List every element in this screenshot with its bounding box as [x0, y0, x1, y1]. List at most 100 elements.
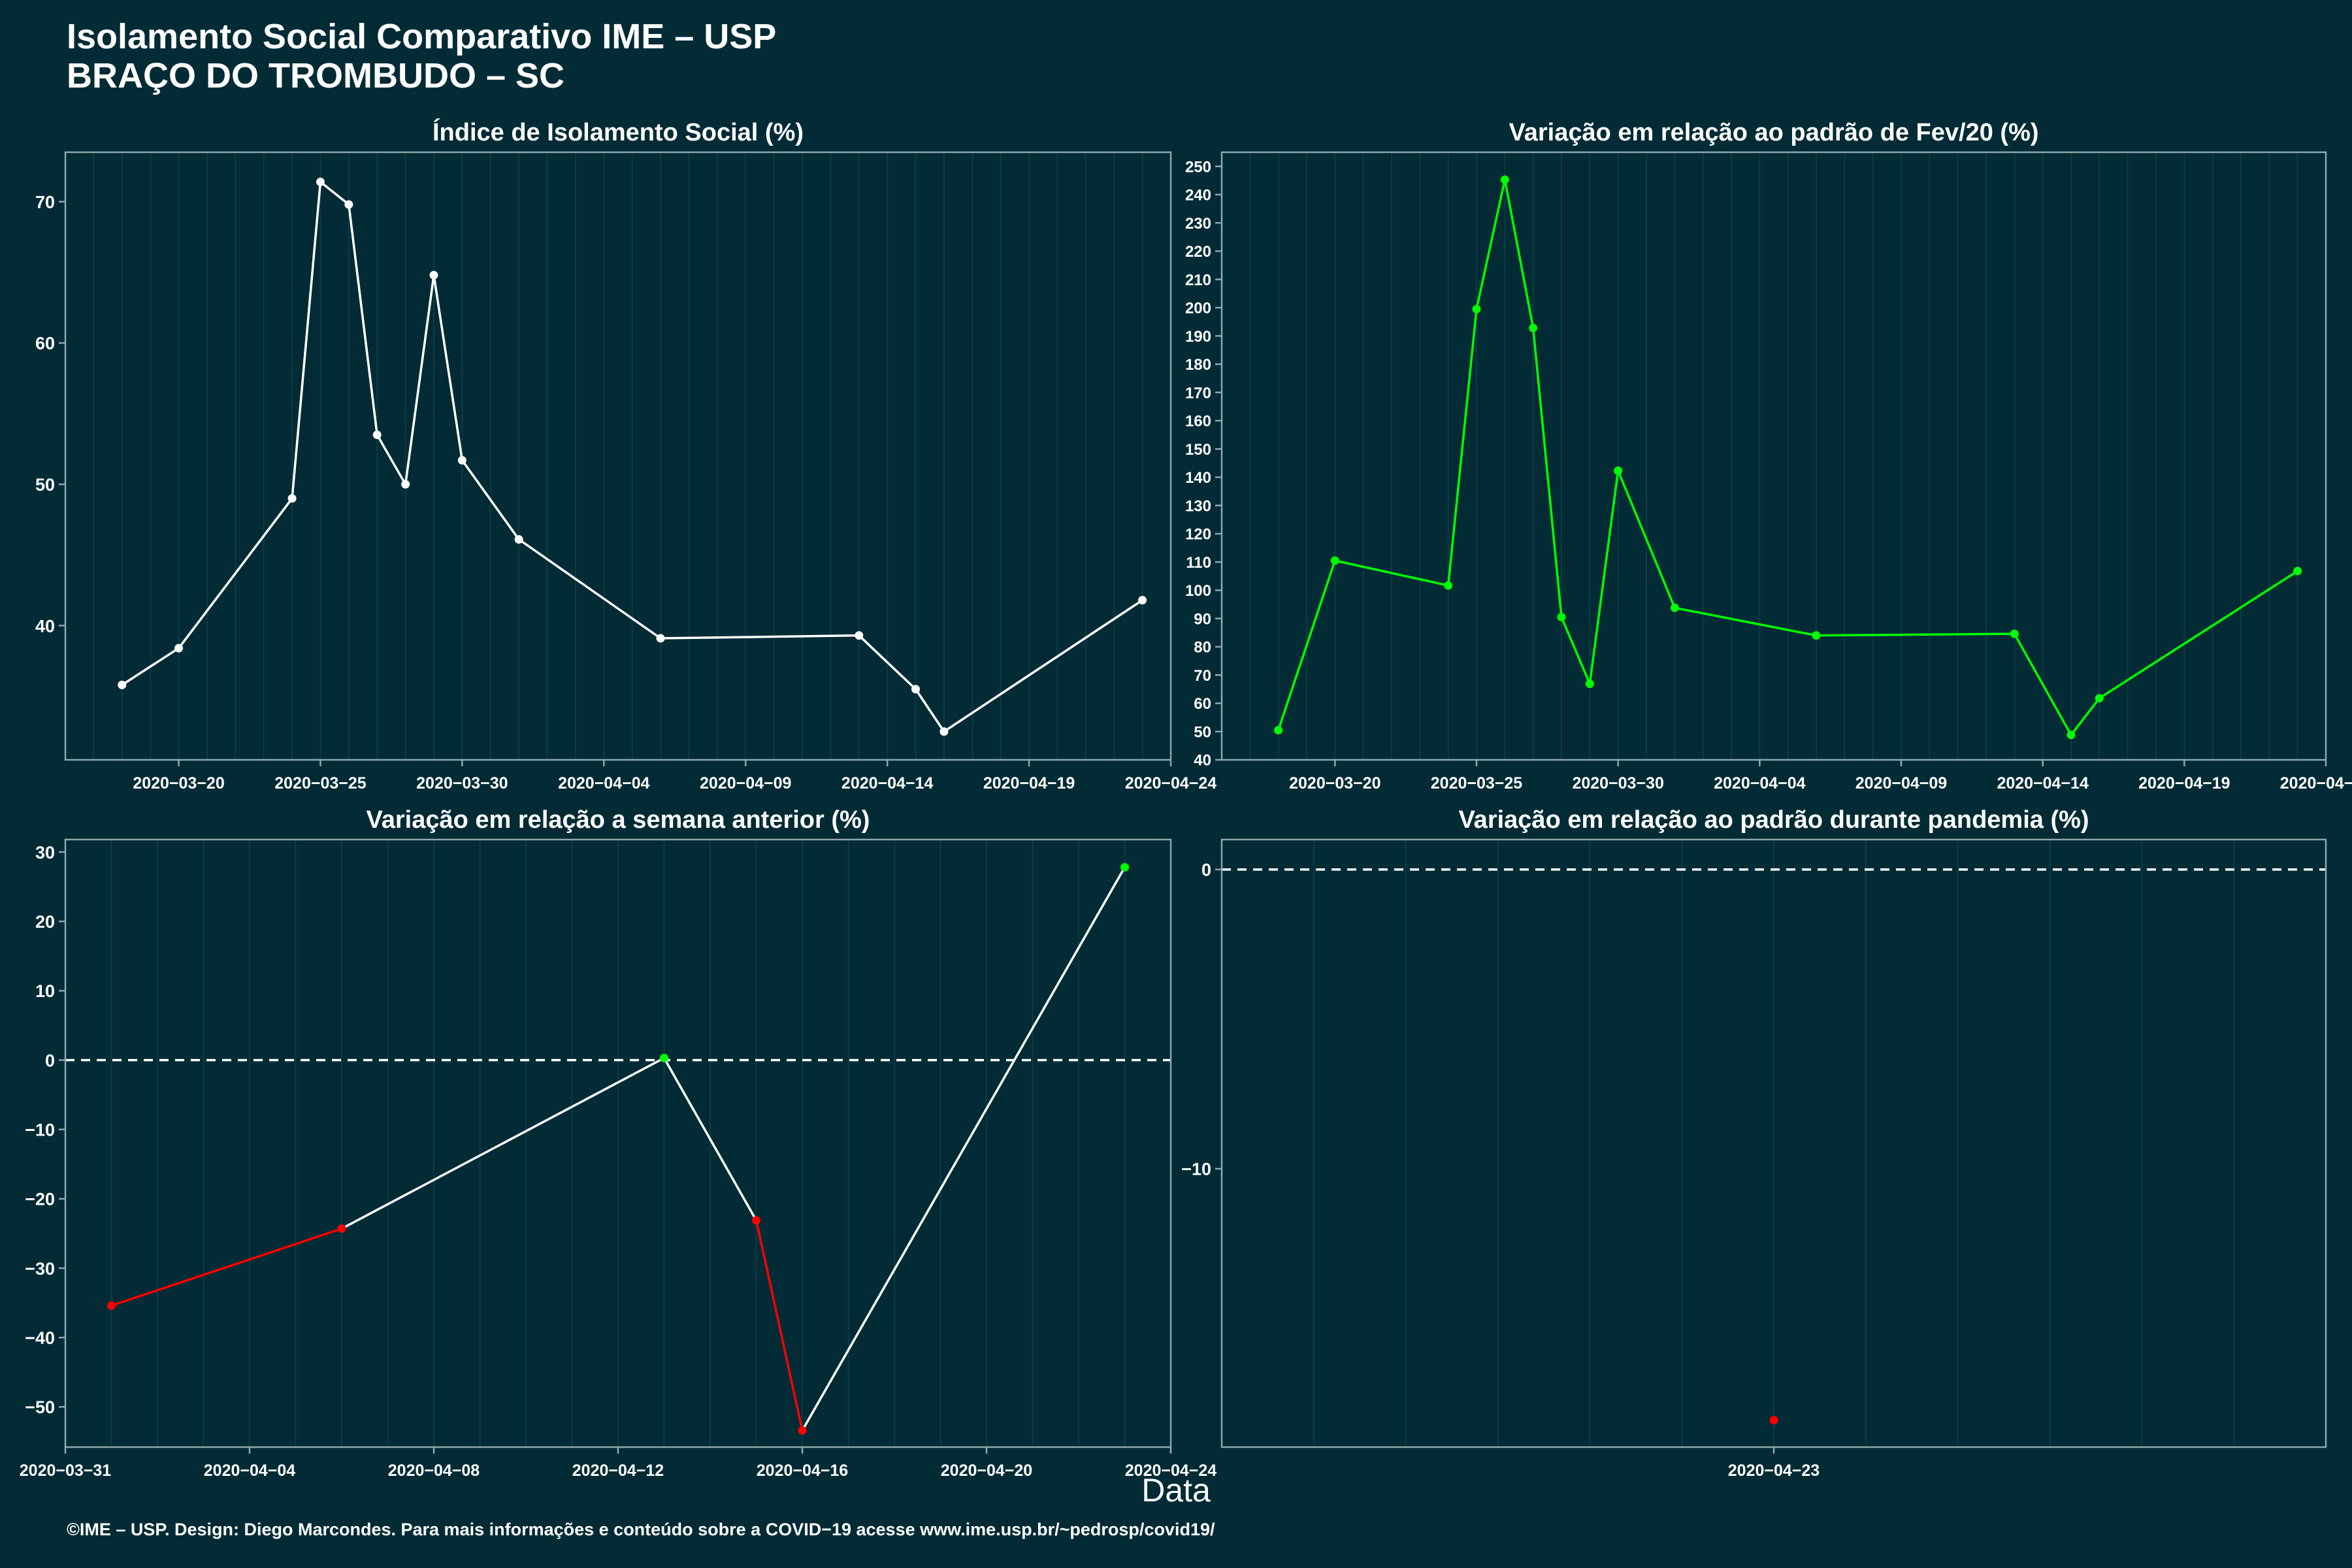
data-point — [660, 1053, 668, 1062]
y-tick-label: 160 — [1185, 413, 1211, 431]
y-tick-label: −10 — [1181, 1160, 1211, 1179]
series-segment — [461, 459, 520, 540]
series — [107, 862, 1129, 1435]
data-point — [457, 455, 466, 465]
y-tick-label: 70 — [1194, 667, 1211, 685]
y-tick-label: 110 — [1186, 554, 1211, 572]
series-segment — [1816, 632, 2015, 637]
series-segment — [2099, 570, 2298, 700]
data-point — [316, 177, 325, 186]
data-point — [107, 1301, 116, 1310]
x-tick-label: 2020−04−14 — [841, 774, 934, 792]
data-point — [855, 631, 864, 640]
series-segment — [518, 538, 662, 640]
panel-background — [65, 152, 1171, 760]
y-tick-label: 200 — [1185, 300, 1211, 318]
y-tick-label: −50 — [25, 1397, 55, 1417]
y-tick-label: −10 — [25, 1120, 55, 1139]
main-title-line1: Isolamento Social Comparativo IME – USP — [67, 17, 777, 56]
series-segment — [1277, 560, 1336, 731]
data-point — [401, 480, 410, 489]
series-segment — [1531, 327, 1563, 617]
series-segment — [858, 634, 917, 691]
series — [1769, 1416, 1778, 1425]
y-tick-label: 250 — [1185, 158, 1211, 176]
series-segment — [178, 497, 293, 649]
panel-border — [64, 151, 1172, 761]
y-tick-label: 50 — [35, 475, 55, 495]
data-point — [656, 634, 665, 643]
x-tick-label: 2020−04−16 — [757, 1462, 848, 1480]
y-tick-label: 30 — [35, 843, 55, 862]
data-point — [1769, 1416, 1778, 1425]
data-point — [1120, 862, 1129, 872]
y-tick-label: −40 — [25, 1328, 55, 1348]
y-tick-label: 90 — [1194, 610, 1211, 628]
x-tick-label: 2020−03−30 — [1572, 774, 1663, 792]
series-segment — [404, 274, 435, 485]
y-axis: 40 50 60 70 — [35, 192, 65, 636]
series-segment — [943, 599, 1143, 733]
y-axis: 40 50 60 70 80 90 100 110 120 130 140 150 160 170 180 1… — [1185, 158, 1222, 770]
series-segment — [1334, 559, 1449, 587]
x-tick-label: 2020−04−24 — [2280, 774, 2352, 792]
y-tick-label: 0 — [1201, 860, 1211, 880]
y-tick-label: 150 — [1185, 441, 1211, 459]
series-segment — [755, 1220, 804, 1431]
y-tick-label: 210 — [1185, 271, 1211, 289]
y-tick-label: 60 — [35, 334, 55, 353]
series-segment — [1503, 179, 1535, 329]
chart-panel-pandemia: Variação em relação ao padrão durante pa… — [1181, 806, 2327, 1480]
x-tick-label: 2020−04−04 — [558, 774, 650, 792]
grid-lines — [65, 840, 1171, 1447]
data-point — [514, 535, 523, 544]
data-point — [1274, 726, 1283, 735]
series-segment — [1617, 470, 1676, 608]
series-segment — [1588, 470, 1620, 684]
y-tick-label: 50 — [1194, 723, 1211, 741]
chart-panel-indice: Índice de Isolamento Social (%) 40 50 60 70 2… — [35, 118, 1217, 792]
x-axis: 2020−04−23 — [1728, 1447, 1820, 1480]
data-point — [287, 494, 297, 503]
main-title: Isolamento Social Comparativo IME – USP … — [67, 17, 776, 95]
series-segment — [801, 866, 1126, 1431]
panel-border — [1220, 151, 2327, 761]
x-tick-label: 2020−04−19 — [983, 774, 1075, 792]
series-segment — [662, 1057, 758, 1221]
x-tick-label: 2020−03−20 — [133, 774, 224, 792]
series-segment — [2013, 633, 2072, 736]
series-segment — [1674, 606, 1817, 637]
x-tick-label: 2020−04−04 — [204, 1462, 296, 1480]
y-tick-label: 0 — [45, 1051, 55, 1070]
data-point — [1138, 596, 1147, 605]
y-tick-label: 240 — [1185, 187, 1211, 204]
y-tick-label: 40 — [1194, 752, 1211, 770]
y-axis: −10 0 — [1181, 860, 1222, 1179]
x-axis: 2020−03−20 2020−03−25 2020−03−30 2020−04−04… — [1289, 760, 2352, 792]
x-tick-label: 2020−04−20 — [941, 1462, 1032, 1480]
series — [118, 177, 1147, 736]
y-tick-label: 20 — [35, 912, 55, 932]
data-point — [939, 727, 949, 736]
data-point — [429, 270, 438, 280]
data-point — [344, 200, 353, 209]
series-segment — [661, 634, 859, 640]
y-axis: −50 −40 −30 −20 −10 0 10 20 30 — [25, 843, 65, 1417]
data-point — [174, 644, 184, 653]
y-tick-label: 60 — [1194, 695, 1211, 713]
series-segment — [1446, 308, 1478, 586]
x-axis: 2020−03−20 2020−03−25 2020−03−30 2020−04−04… — [133, 760, 1217, 792]
series-segment — [348, 204, 378, 435]
data-point — [1670, 603, 1679, 612]
x-tick-label: 2020−04−24 — [1125, 1462, 1217, 1480]
data-point — [2066, 730, 2076, 740]
x-tick-label: 2020−03−25 — [1431, 774, 1523, 792]
data-point — [1614, 466, 1623, 475]
y-tick-label: 190 — [1185, 328, 1211, 346]
data-point — [2095, 694, 2104, 703]
series-segment — [341, 1056, 665, 1230]
chart-title: Variação em relação ao padrão de Fev/20 … — [1509, 119, 2038, 146]
chart-panel-fev: Variação em relação ao padrão de Fev/20 … — [1185, 119, 2352, 792]
data-point — [911, 685, 921, 694]
y-tick-label: 100 — [1185, 582, 1211, 600]
